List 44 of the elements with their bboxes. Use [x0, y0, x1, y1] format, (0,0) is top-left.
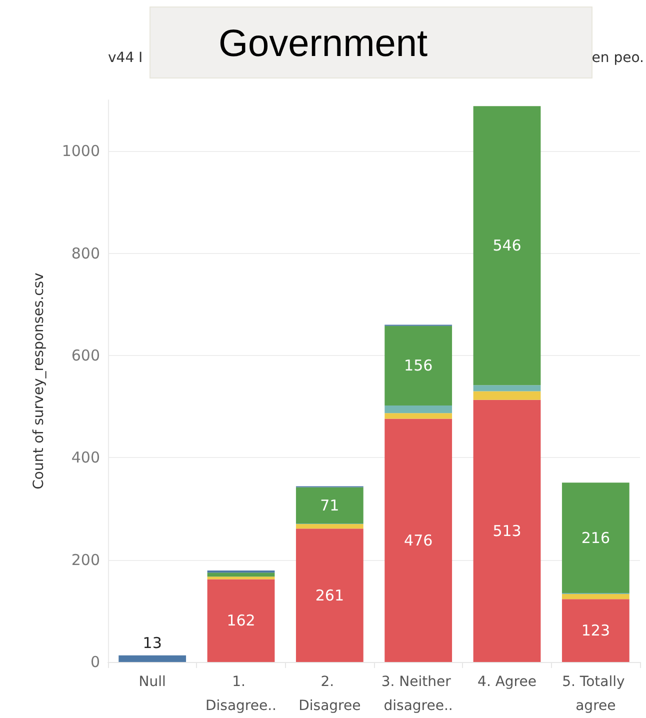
x-tick-label: 3. Neither disagree.. [381, 674, 456, 714]
text: en peo. [592, 50, 644, 66]
bar [384, 326, 452, 406]
data-label: 13 [142, 634, 162, 652]
data-label: 513 [492, 522, 522, 540]
bar [296, 528, 364, 662]
bar [562, 594, 630, 600]
bar [207, 572, 275, 577]
data-label: 546 [492, 236, 522, 255]
x-tick-label: Null [138, 674, 166, 690]
bar [296, 524, 364, 529]
bar [473, 391, 541, 400]
text: v44 I [108, 50, 143, 66]
y-tick-label: 0 [90, 653, 100, 671]
bar [207, 579, 275, 662]
x-tick-label: 1. Disagree.. [205, 674, 277, 714]
bar [473, 385, 541, 392]
y-tick-label: 600 [71, 346, 100, 364]
bar [384, 406, 452, 414]
y-axis-title: Count of survey_responses.csv [31, 272, 47, 490]
bar [562, 482, 630, 594]
bar [562, 599, 630, 662]
bar [473, 400, 541, 662]
data-label: 123 [581, 622, 610, 640]
data-label: 261 [315, 586, 344, 604]
bar [296, 487, 364, 524]
y-tick-label: 400 [71, 448, 100, 467]
data-label: 162 [226, 612, 256, 630]
y-tick-label: 1000 [62, 142, 100, 160]
bar [384, 418, 452, 662]
bar [118, 655, 186, 662]
data-label: 476 [404, 531, 433, 550]
x-tick-label: 2. Disagree [298, 674, 361, 714]
y-tick-label: 800 [71, 244, 100, 262]
bar [473, 106, 541, 386]
bar [384, 413, 452, 419]
chart-title: Government [218, 23, 428, 65]
y-tick-label: 200 [71, 550, 100, 569]
x-tick-label: 5. Totally agree [562, 674, 630, 714]
bar [207, 576, 275, 580]
data-label: 71 [320, 496, 340, 514]
data-label: 216 [581, 528, 610, 547]
data-label: 156 [404, 356, 433, 375]
x-tick-label: 4. Agree [478, 674, 536, 690]
